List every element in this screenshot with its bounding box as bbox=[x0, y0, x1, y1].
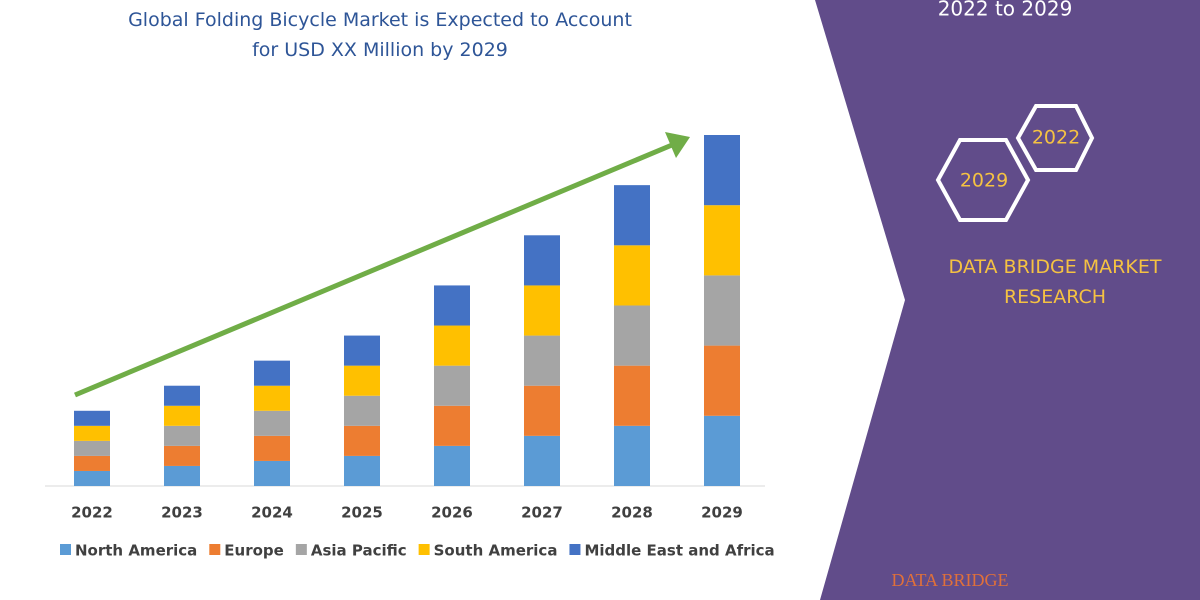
bar-segment bbox=[704, 205, 740, 276]
bar-segment bbox=[524, 235, 560, 286]
bar-segment bbox=[704, 275, 740, 346]
bars: 2022 2023 2024 2025 2026 2027 2028 2029 bbox=[71, 135, 743, 522]
bar-segment bbox=[254, 360, 290, 386]
legend-label: Middle East and Africa bbox=[584, 542, 774, 560]
bar-segment bbox=[434, 405, 470, 446]
legend-label: North America bbox=[75, 542, 197, 560]
x-tick-label: 2028 bbox=[611, 504, 653, 522]
x-tick-label: 2029 bbox=[701, 504, 743, 522]
bar-segment bbox=[164, 385, 200, 406]
period: 2022 to 2029 bbox=[938, 0, 1073, 21]
x-tick-label: 2024 bbox=[251, 504, 293, 522]
bar-segment bbox=[164, 405, 200, 426]
hex-label: 2022 bbox=[1032, 127, 1080, 149]
x-tick-label: 2025 bbox=[341, 504, 383, 522]
legend-swatch bbox=[418, 544, 430, 555]
bar-segment bbox=[434, 445, 470, 486]
bar-segment bbox=[614, 305, 650, 366]
bar-segment bbox=[524, 385, 560, 436]
bar-segment bbox=[614, 365, 650, 426]
chart-title: Global Folding Bicycle Market is Expecte… bbox=[128, 9, 632, 61]
bar-segment bbox=[164, 425, 200, 446]
bar-segment bbox=[614, 425, 650, 486]
brand: DATA BRIDGE MARKET RESEARCH bbox=[948, 256, 1162, 308]
side-panel bbox=[815, 0, 1200, 600]
x-tick-label: 2023 bbox=[161, 504, 203, 522]
arrow-head bbox=[665, 132, 690, 158]
legend-label: South America bbox=[434, 542, 558, 560]
brand-box: DATA BRIDGE MARKET RESEARCH bbox=[948, 256, 1162, 308]
logo: DATA BRIDGE bbox=[891, 570, 1008, 590]
bar-segment bbox=[344, 425, 380, 456]
bar-segment bbox=[74, 440, 110, 456]
x-tick-label: 2027 bbox=[521, 504, 563, 522]
x-tick-label: 2026 bbox=[431, 504, 473, 522]
bar-segment bbox=[164, 445, 200, 466]
trend-arrow bbox=[74, 142, 673, 398]
legend-swatch bbox=[295, 544, 307, 555]
bar-segment bbox=[614, 185, 650, 246]
bar-segment bbox=[254, 385, 290, 411]
bar-segment bbox=[74, 425, 110, 441]
bar-segment bbox=[704, 345, 740, 416]
bar-segment bbox=[164, 465, 200, 486]
bar-segment bbox=[434, 325, 470, 366]
bar-segment bbox=[254, 435, 290, 461]
bar-segment bbox=[344, 365, 380, 396]
bar-segment bbox=[524, 335, 560, 386]
hexagon bbox=[1015, 104, 1095, 172]
bar-segment bbox=[254, 460, 290, 486]
bar-segment bbox=[704, 135, 740, 206]
legend-swatch bbox=[569, 544, 581, 555]
bar-segment bbox=[74, 410, 110, 426]
legend-swatch bbox=[209, 544, 221, 555]
x-tick-label: 2022 bbox=[71, 504, 113, 522]
hex-label: 2029 bbox=[960, 170, 1008, 192]
bar-segment bbox=[434, 285, 470, 326]
bar-segment bbox=[524, 435, 560, 486]
bar-segment bbox=[344, 455, 380, 486]
bar-segment bbox=[344, 395, 380, 426]
bar-segment bbox=[704, 415, 740, 486]
legend-swatch bbox=[60, 544, 71, 555]
hexagon bbox=[935, 138, 1031, 222]
bar-segment bbox=[614, 245, 650, 306]
bar-segment bbox=[524, 285, 560, 336]
bar-segment bbox=[74, 455, 110, 471]
legend: North America Europe Asia Pacific South Ame… bbox=[60, 542, 775, 560]
legend-label: Asia Pacific bbox=[311, 542, 407, 560]
bar-segment bbox=[344, 335, 380, 366]
legend-label: Europe bbox=[224, 542, 284, 560]
bar-segment bbox=[74, 470, 110, 486]
bar-segment bbox=[254, 410, 290, 436]
bar-segment bbox=[434, 365, 470, 406]
